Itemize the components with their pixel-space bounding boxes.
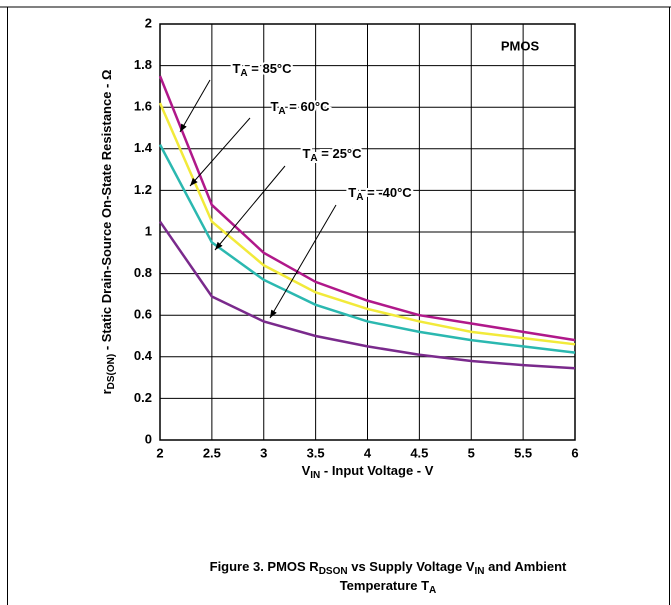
y-axis-label: rDS(ON) - Static Drain-Source On-State R…: [99, 70, 116, 395]
caption: Figure 3. PMOS RDSON vs Supply Voltage V…: [210, 559, 567, 576]
x-tick-label: 4: [364, 445, 372, 460]
x-axis-label-part: - Input Voltage - V: [320, 463, 433, 478]
legend-label-part: A: [356, 192, 363, 203]
y-tick-label: 1.4: [134, 140, 153, 155]
x-tick-label: 5.5: [514, 445, 532, 460]
y-tick-label: 0: [145, 431, 152, 446]
legend-label-part: T: [302, 146, 310, 161]
caption-part: Figure 3. PMOS R: [210, 559, 320, 574]
caption-part: A: [429, 585, 436, 596]
y-tick-label: 2: [145, 15, 152, 30]
y-axis-label-part: r: [99, 389, 114, 394]
y-tick-label: 1: [145, 223, 152, 238]
y-tick-label: 1.8: [134, 57, 152, 72]
legend-label-part: = 60°C: [286, 99, 330, 114]
legend-label-part: = 85°C: [248, 61, 292, 76]
legend-label-part: T: [232, 61, 240, 76]
y-tick-label: 0.2: [134, 390, 152, 405]
x-axis-label-part: V: [302, 463, 311, 478]
legend-label: TA = 60°C: [270, 99, 330, 116]
legend-label-part: T: [270, 99, 278, 114]
caption: Temperature TA: [340, 578, 437, 595]
legend-label-part: A: [240, 68, 247, 79]
legend-label-part: = -40°C: [363, 185, 412, 200]
legend-label: TA = 25°C: [302, 146, 362, 163]
x-tick-label: 4.5: [410, 445, 428, 460]
series-line: [158, 102, 576, 346]
caption-part: vs Supply Voltage V: [348, 559, 475, 574]
legend-label: TA = -40°C: [348, 185, 412, 202]
annotation-arrow: [179, 79, 211, 133]
caption-part: Temperature T: [340, 578, 429, 593]
x-axis-label: VIN - Input Voltage - V: [302, 463, 434, 480]
y-tick-label: 1.6: [134, 99, 152, 114]
y-tick-label: 0.4: [134, 348, 153, 363]
y-tick-label: 0.6: [134, 307, 152, 322]
series-line: [158, 75, 576, 342]
legend-label-part: A: [310, 153, 317, 164]
x-tick-label: 6: [571, 445, 578, 460]
y-tick-label: 0.8: [134, 265, 152, 280]
annotation-arrow: [269, 204, 337, 319]
x-tick-label: 3.5: [307, 445, 325, 460]
x-tick-label: 5: [468, 445, 475, 460]
legend-label-part: A: [278, 106, 285, 117]
caption-part: IN: [475, 566, 485, 577]
legend-label: TA = 85°C: [232, 61, 292, 78]
series-line: [158, 144, 576, 354]
legend-label-part: = 25°C: [318, 146, 362, 161]
x-tick-label: 3: [260, 445, 267, 460]
legend-label-part: T: [348, 185, 356, 200]
x-axis-label-part: IN: [310, 470, 320, 481]
caption-part: DSON: [319, 566, 348, 577]
annotation-arrow: [214, 165, 286, 251]
x-tick-label: 2.5: [203, 445, 221, 460]
plot-label: PMOS: [501, 38, 540, 53]
plot-border: [159, 23, 576, 441]
y-tick-label: 1.2: [134, 182, 152, 197]
y-axis-label-part: - Static Drain-Source On-State Resistanc…: [99, 70, 114, 354]
caption-part: and Ambient: [485, 559, 568, 574]
x-tick-label: 2: [156, 445, 163, 460]
series-line: [158, 220, 576, 370]
annotation-arrow: [189, 117, 251, 187]
y-axis-label-part: DS(ON): [106, 354, 117, 390]
